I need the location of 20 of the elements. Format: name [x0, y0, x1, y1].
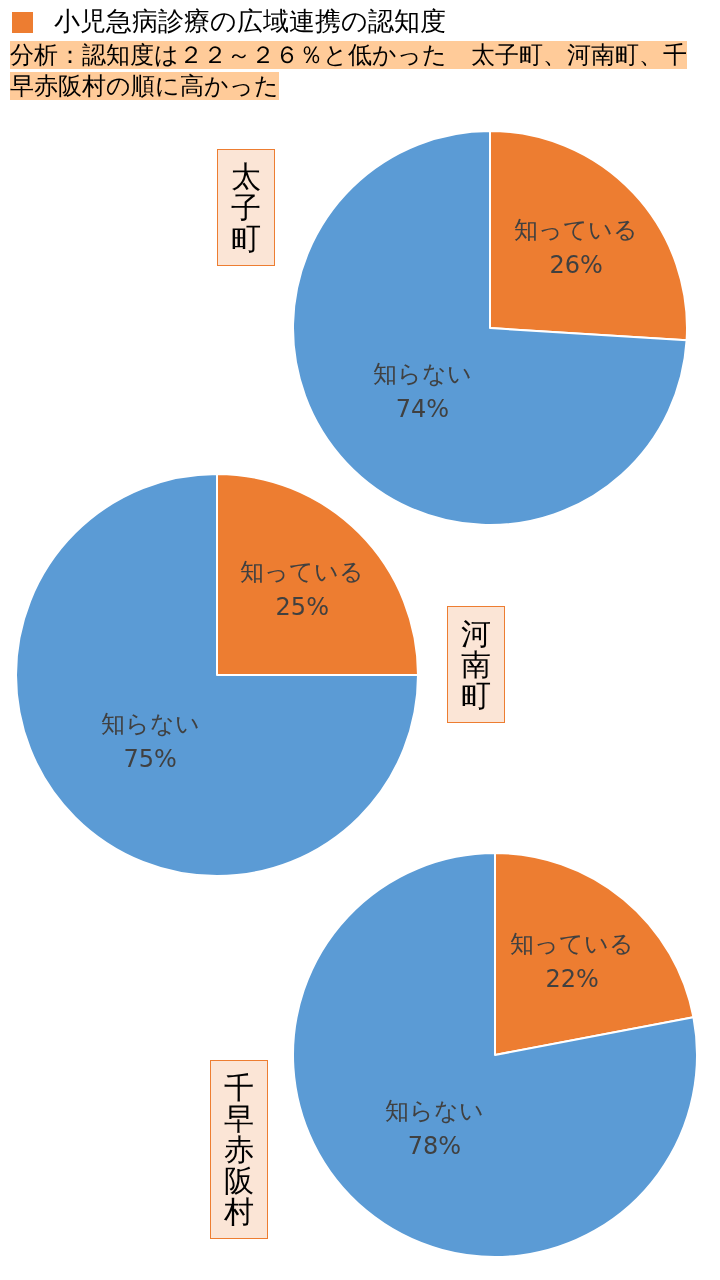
data-label: 22%	[545, 965, 599, 994]
slice-label: 知っている	[514, 215, 639, 244]
slice-label: 知らない	[384, 1096, 484, 1125]
data-label: 78%	[407, 1131, 462, 1160]
data-label: 25%	[275, 593, 329, 622]
data-label: 26%	[549, 250, 603, 279]
text: 小児急病診療の広域連携の認知度	[54, 5, 446, 38]
slice-label: 知っている	[240, 558, 365, 587]
text: 太子町	[217, 149, 275, 266]
pie-slice	[15, 473, 419, 877]
data-label: 74%	[395, 394, 450, 423]
pie-slice	[292, 130, 688, 526]
text: 河南町	[447, 606, 505, 723]
slice-label: 知らない	[100, 710, 200, 739]
slice-label: 知っている	[510, 930, 635, 959]
data-label: 75%	[123, 745, 177, 774]
text: 分析：認知度は２２～２６％と低かった 太子町、河南町、千早赤阪村の順に高かった	[10, 41, 687, 100]
pie-slice	[292, 852, 698, 1258]
text: 千早赤阪村	[210, 1060, 268, 1239]
slice-label: 知らない	[373, 359, 472, 388]
